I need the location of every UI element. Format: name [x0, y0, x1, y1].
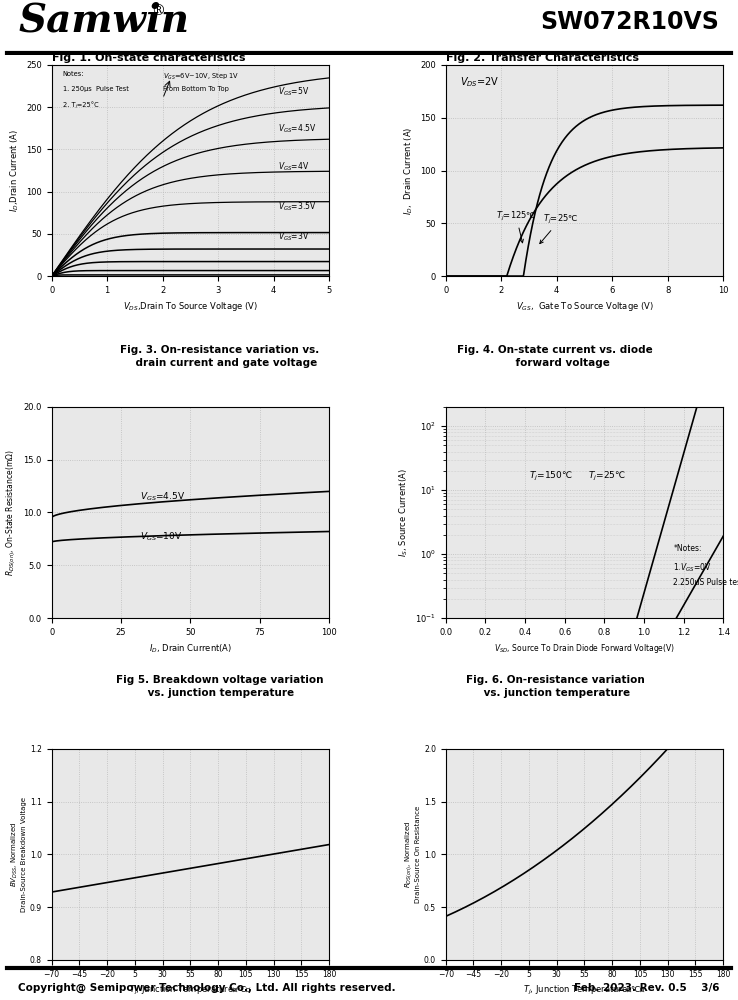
Text: $V_{GS}$=10V: $V_{GS}$=10V [140, 531, 183, 543]
Text: *Notes:: *Notes: [673, 544, 702, 553]
Text: Fig. 1. On-state characteristics: Fig. 1. On-state characteristics [52, 53, 245, 63]
X-axis label: $V_{GS}$,  Gate To Source Voltage (V): $V_{GS}$, Gate To Source Voltage (V) [516, 300, 653, 313]
Text: Fig. 6. On-resistance variation: Fig. 6. On-resistance variation [466, 675, 645, 685]
Y-axis label: $I_D$,  Drain Current (A): $I_D$, Drain Current (A) [402, 126, 415, 215]
Text: $V_{DS}$=2V: $V_{DS}$=2V [460, 76, 499, 89]
Text: $V_{GS}$=3.5V: $V_{GS}$=3.5V [277, 201, 316, 213]
X-axis label: $I_D$, Drain Current(A): $I_D$, Drain Current(A) [149, 642, 232, 655]
Text: $V_{GS}$=3V: $V_{GS}$=3V [277, 231, 308, 243]
Text: $V_{GS}$=6V~10V, Step 1V: $V_{GS}$=6V~10V, Step 1V [162, 71, 239, 82]
Text: Feb. 2023. Rev. 0.5    3/6: Feb. 2023. Rev. 0.5 3/6 [574, 983, 720, 993]
Text: 1.$V_{GS}$=0V: 1.$V_{GS}$=0V [673, 561, 712, 574]
Y-axis label: $R_{DS(on)}$, On-State Resistance(m$\Omega$): $R_{DS(on)}$, On-State Resistance(m$\Ome… [4, 449, 18, 576]
Text: ®: ® [151, 4, 165, 18]
Text: 2. Tⱼ=25°C: 2. Tⱼ=25°C [63, 101, 98, 108]
Text: Fig. 4. On-state current vs. diode: Fig. 4. On-state current vs. diode [458, 345, 653, 355]
Text: Fig 5. Breakdown voltage variation: Fig 5. Breakdown voltage variation [116, 675, 323, 685]
Text: $V_{GS}$=4.5V: $V_{GS}$=4.5V [277, 122, 316, 135]
Text: $T_j$=150℃: $T_j$=150℃ [529, 470, 573, 483]
Text: 2.250uS Pulse test: 2.250uS Pulse test [673, 578, 738, 587]
Text: Copyright@ Semipower Technology Co., Ltd. All rights reserved.: Copyright@ Semipower Technology Co., Ltd… [18, 983, 396, 993]
Text: SW072R10VS: SW072R10VS [541, 10, 720, 34]
Y-axis label: $BV_{DSS}$, Normalized
Drain-Source Breakdown Voltage: $BV_{DSS}$, Normalized Drain-Source Brea… [10, 797, 27, 912]
Y-axis label: $I_S$, Source Current(A): $I_S$, Source Current(A) [397, 468, 410, 557]
Text: Samwin: Samwin [18, 2, 190, 40]
Text: 1. 250μs  Pulse Test: 1. 250μs Pulse Test [63, 86, 128, 92]
Text: Notes:: Notes: [63, 71, 84, 77]
Text: $V_{GS}$=5V: $V_{GS}$=5V [277, 86, 309, 98]
Text: $T_j$=125℃: $T_j$=125℃ [496, 209, 537, 243]
X-axis label: $V_{DS}$,Drain To Source Voltage (V): $V_{DS}$,Drain To Source Voltage (V) [123, 300, 258, 313]
Text: $V_{GS}$=4.5V: $V_{GS}$=4.5V [140, 491, 186, 503]
X-axis label: $T_j$, Junction Temperature（℃）: $T_j$, Junction Temperature（℃） [128, 984, 252, 997]
Text: vs. junction temperature: vs. junction temperature [145, 688, 294, 698]
Text: drain current and gate voltage: drain current and gate voltage [122, 358, 317, 368]
Text: Fig. 2. Transfer Characteristics: Fig. 2. Transfer Characteristics [446, 53, 638, 63]
Text: From Bottom To Top: From Bottom To Top [162, 86, 229, 92]
Text: $T_j$=25℃: $T_j$=25℃ [539, 213, 579, 244]
Text: $T_j$=25℃: $T_j$=25℃ [588, 470, 627, 483]
Text: $V_{GS}$=4V: $V_{GS}$=4V [277, 160, 309, 173]
Text: forward voltage: forward voltage [501, 358, 610, 368]
X-axis label: $T_j$, Junction Temperature（℃）: $T_j$, Junction Temperature（℃） [523, 984, 646, 997]
Y-axis label: $R_{DS(on)}$, Normalized
Drain-Source On Resistance: $R_{DS(on)}$, Normalized Drain-Source On… [403, 806, 421, 903]
Y-axis label: $I_D$,Drain Current (A): $I_D$,Drain Current (A) [8, 129, 21, 212]
Text: vs. junction temperature: vs. junction temperature [480, 688, 630, 698]
X-axis label: $V_{SD}$, Source To Drain Diode Forward Voltage(V): $V_{SD}$, Source To Drain Diode Forward … [494, 642, 675, 655]
Text: Fig. 3. On-resistance variation vs.: Fig. 3. On-resistance variation vs. [120, 345, 319, 355]
